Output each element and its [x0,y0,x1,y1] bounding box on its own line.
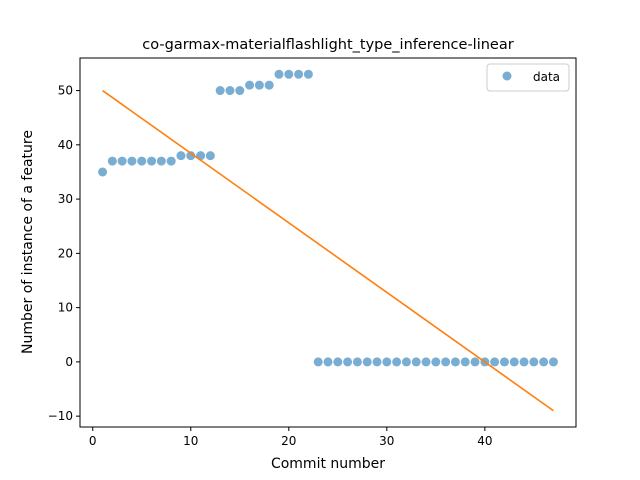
axis-ticks: 0 10 20 30 40 −10 0 10 20 30 40 50 [48,84,493,448]
y-tick-label: 40 [58,138,73,152]
data-point [519,357,529,367]
plot-frame [79,57,577,428]
data-point [166,156,176,166]
plot-area [98,69,558,412]
data-point [137,156,147,166]
legend: data [486,63,570,92]
data-point [343,357,353,367]
data-point [382,357,392,367]
x-tick-label: 10 [183,434,198,448]
legend-label-data: data [533,70,560,84]
fit-line [102,89,554,412]
legend-marker [502,71,512,81]
data-point [215,86,225,96]
data-point [313,357,323,367]
data-point [352,357,362,367]
data-point [274,69,284,79]
data-point [529,357,539,367]
y-tick-label: 30 [58,192,73,206]
data-point [372,357,382,367]
data-point [421,357,431,367]
chart-title: co-garmax-materialflashlight_type_infere… [142,37,513,53]
data-point [450,357,460,367]
data-point [235,86,245,96]
data-point [294,69,304,79]
data-point [509,357,519,367]
data-point [490,357,500,367]
data-point [392,357,402,367]
y-axis-label: Number of instance of a feature [20,130,36,354]
y-tick-label: 20 [58,246,73,260]
data-point [303,69,313,79]
data-point [186,151,196,161]
y-tick-label: −10 [48,409,73,423]
data-point [284,69,294,79]
data-point [107,156,117,166]
data-point [460,357,470,367]
data-point [176,151,186,161]
x-tick-label: 30 [379,434,394,448]
data-point [127,156,137,166]
data-point [362,357,372,367]
x-tick-label: 0 [89,434,97,448]
data-point [548,357,558,367]
data-point [254,80,264,90]
x-axis-label: Commit number [271,456,385,472]
data-point [117,156,127,166]
y-tick-label: 0 [65,355,73,369]
data-point [323,357,333,367]
x-tick-label: 20 [281,434,296,448]
data-point [470,357,480,367]
data-point [147,156,157,166]
legend-box [486,63,570,92]
data-point [441,357,451,367]
data-point [245,80,255,90]
data-point [499,357,509,367]
data-point [539,357,549,367]
y-tick-label: 50 [58,84,73,98]
data-point [431,357,441,367]
data-point [333,357,343,367]
data-point [225,86,235,96]
y-tick-label: 10 [58,301,73,315]
data-point [411,357,421,367]
data-point [205,151,215,161]
data-point [98,167,108,177]
data-point [401,357,411,367]
data-point [156,156,166,166]
x-tick-label: 40 [477,434,492,448]
data-point [264,80,274,90]
